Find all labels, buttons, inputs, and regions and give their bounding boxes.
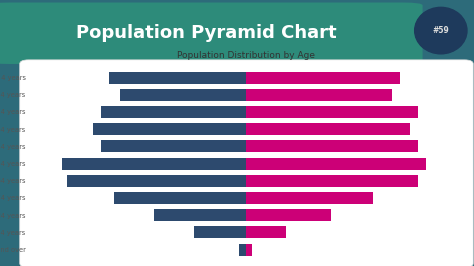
Bar [238,244,246,256]
Bar [246,175,418,187]
Bar [246,157,426,170]
Text: #59: #59 [432,26,449,35]
Bar [246,140,418,152]
Bar [246,89,392,101]
Bar [246,192,373,204]
FancyBboxPatch shape [20,60,473,266]
Bar [246,106,418,118]
Circle shape [415,7,467,54]
Bar [154,209,246,221]
Bar [120,89,246,101]
Bar [194,226,246,238]
Bar [246,123,410,135]
Bar [246,226,286,238]
Title: Population Distribution by Age: Population Distribution by Age [177,51,316,60]
FancyBboxPatch shape [0,2,422,64]
Bar [67,175,246,187]
Bar [246,244,252,256]
Bar [101,140,246,152]
Bar [101,106,246,118]
Text: Population Pyramid Chart: Population Pyramid Chart [76,24,337,42]
Bar [246,209,331,221]
Bar [62,157,246,170]
Bar [246,72,400,84]
Bar [115,192,246,204]
Bar [109,72,246,84]
Bar [93,123,246,135]
